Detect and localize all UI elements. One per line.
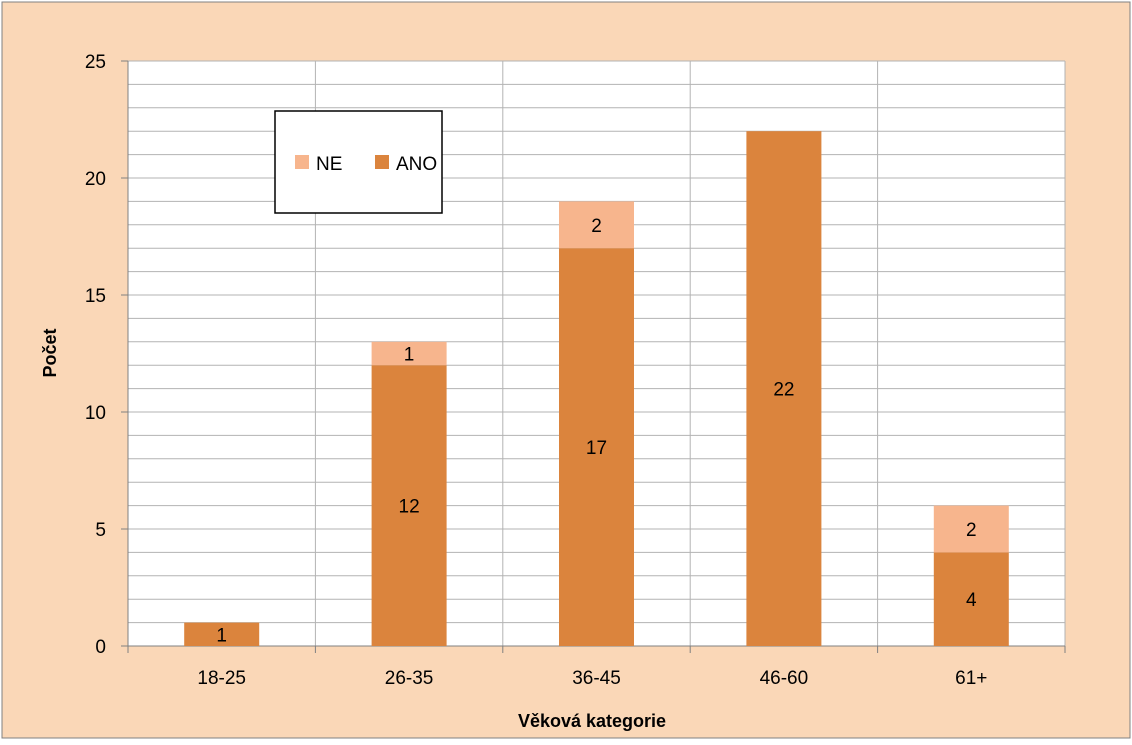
y-tick-label: 15 [85,286,106,307]
data-label: 1 [404,345,415,366]
y-tick-label: 10 [85,403,106,424]
bar-ano [371,365,447,646]
data-label: 4 [966,590,977,611]
data-label: 22 [773,380,794,401]
bar-ano [933,552,1009,646]
x-axis-title: Věková kategorie [518,711,666,731]
x-tick-label: 61+ [955,668,987,689]
y-tick-label: 5 [95,520,106,541]
legend-label-ano: ANO [396,154,437,175]
bar-ano [559,248,634,646]
tick-labels: 0 5 10 15 20 25 18-25 26-35 36-45 46-60 61+ [85,52,988,689]
y-tick-label: 0 [95,637,106,658]
data-label: 2 [966,520,977,541]
x-tick-label: 46-60 [760,668,809,689]
bar-ano [184,622,260,646]
legend-swatch-ne [295,155,309,169]
bar-ne [933,505,1009,553]
data-label: 17 [586,438,607,459]
data-label: 12 [399,497,420,518]
bar-ano [746,131,822,646]
bar-ne [371,341,447,366]
legend-swatch-ano [375,155,389,169]
y-tick-label: 20 [85,169,106,190]
data-label: 1 [216,625,227,646]
legend: NE ANO [274,110,443,214]
legend-label-ne: NE [316,154,342,175]
x-tick-label: 36-45 [572,668,621,689]
y-tick-label: 25 [85,52,106,73]
data-label: 2 [591,216,602,237]
x-tick-label: 18-25 [197,668,246,689]
bar-ne [559,201,634,249]
y-axis-title: Počet [40,328,60,377]
bars [184,131,1009,646]
x-tick-label: 26-35 [385,668,434,689]
